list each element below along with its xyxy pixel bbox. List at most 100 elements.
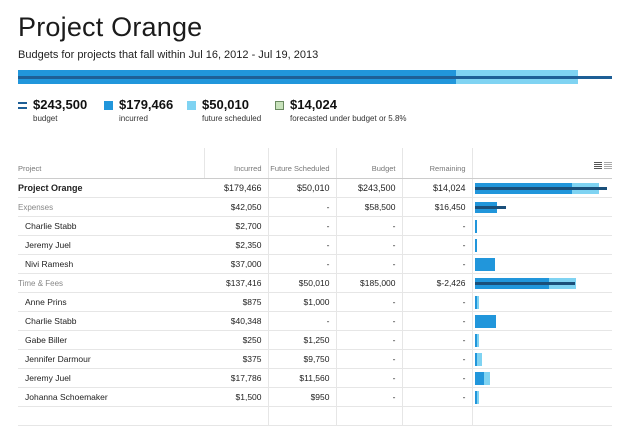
- incurred-swatch-icon: [104, 101, 113, 110]
- table-row[interactable]: Anne Prins $875 $1,000- -: [18, 292, 612, 312]
- row-name: Charlie Stabb: [18, 216, 204, 236]
- row-future: $50,010: [268, 178, 337, 198]
- row-future: $11,560: [268, 368, 337, 388]
- legend-under-budget-value: $14,024: [290, 97, 337, 112]
- row-budget: -: [336, 330, 403, 350]
- summary-bar-budget: [18, 76, 612, 79]
- row-budget: -: [336, 216, 403, 236]
- row-future: $1,250: [268, 330, 337, 350]
- bar-incurred: [474, 295, 477, 309]
- bar-future: [476, 352, 482, 366]
- row-remaining: -: [402, 349, 473, 369]
- budget-swatch-icon: [18, 102, 27, 109]
- bar-incurred: [474, 314, 497, 328]
- list-view-icon[interactable]: [604, 162, 612, 169]
- budget-table: Project Incurred Future Scheduled Budget…: [18, 148, 612, 426]
- legend-future-value: $50,010: [202, 97, 249, 112]
- row-remaining: -: [402, 368, 473, 388]
- under-budget-swatch-icon: [275, 101, 284, 110]
- row-remaining: -: [402, 235, 473, 255]
- row-incurred: $2,700: [204, 216, 269, 236]
- row-budget: $58,500: [336, 197, 403, 217]
- bar-incurred: [474, 219, 477, 233]
- future-swatch-icon: [187, 101, 196, 110]
- row-remaining: $-2,426: [402, 273, 473, 293]
- row-name: Johanna Schoemaker: [18, 387, 204, 407]
- bar-view-icon[interactable]: [594, 162, 602, 169]
- row-remaining: -: [402, 387, 473, 407]
- row-remaining: [402, 406, 473, 426]
- row-name: Gabe Biller: [18, 330, 204, 350]
- view-toggle[interactable]: [592, 162, 612, 172]
- header-project[interactable]: Project: [18, 148, 205, 179]
- legend-incurred-value: $179,466: [119, 97, 174, 112]
- row-bar: [472, 216, 612, 236]
- header-budget[interactable]: Budget: [336, 148, 403, 179]
- summary-bar: [18, 70, 612, 84]
- bar-future: [476, 295, 479, 309]
- bar-future: [476, 390, 479, 404]
- row-bar: [472, 235, 612, 255]
- row-bar: [472, 311, 612, 331]
- table-row[interactable]: Charlie Stabb $40,348- - -: [18, 311, 612, 331]
- row-future: -: [268, 311, 337, 331]
- row-name: Jeremy Juel: [18, 368, 204, 388]
- row-incurred: $179,466: [204, 178, 269, 198]
- row-future: $950: [268, 387, 337, 407]
- table-row[interactable]: Johanna Schoemaker $1,500 $950- -: [18, 387, 612, 407]
- table-row[interactable]: Jennifer Darmour $375 $9,750- -: [18, 349, 612, 369]
- table-row[interactable]: Charlie Stabb $2,700- - -: [18, 216, 612, 236]
- row-name: Jennifer Darmour: [18, 349, 204, 369]
- row-incurred: $2,350: [204, 235, 269, 255]
- row-budget: $243,500: [336, 178, 403, 198]
- row-bar: [472, 330, 612, 350]
- header-incurred[interactable]: Incurred: [204, 148, 269, 179]
- row-bar: [472, 273, 612, 293]
- row-remaining: -: [402, 330, 473, 350]
- row-bar: [472, 254, 612, 274]
- table-row[interactable]: Jeremy Juel $17,786 $11,560- -: [18, 368, 612, 388]
- row-remaining: -: [402, 216, 473, 236]
- bar-budget-line: [474, 282, 575, 285]
- row-budget: -: [336, 349, 403, 369]
- table-row[interactable]: Gabe Biller $250 $1,250- -: [18, 330, 612, 350]
- row-remaining: -: [402, 292, 473, 312]
- table-row[interactable]: Time & Fees $137,416 $50,010 $185,000 $-2,42…: [18, 273, 612, 293]
- table-row[interactable]: [18, 406, 612, 426]
- bar-incurred: [474, 333, 477, 347]
- row-future: -: [268, 216, 337, 236]
- row-incurred: [204, 406, 269, 426]
- row-remaining: $14,024: [402, 178, 473, 198]
- table-header-row: Project Incurred Future Scheduled Budget…: [18, 148, 612, 179]
- table-row[interactable]: Expenses $42,050- $58,500 $16,450: [18, 197, 612, 217]
- row-incurred: $875: [204, 292, 269, 312]
- row-name: Project Orange: [18, 178, 204, 198]
- row-incurred: $37,000: [204, 254, 269, 274]
- row-budget: -: [336, 387, 403, 407]
- row-incurred: $250: [204, 330, 269, 350]
- row-budget: -: [336, 235, 403, 255]
- legend-future-label: future scheduled: [202, 114, 262, 123]
- row-future: -: [268, 235, 337, 255]
- row-bar: [472, 178, 612, 198]
- row-incurred: $17,786: [204, 368, 269, 388]
- table-row[interactable]: Nivi Ramesh $37,000- - -: [18, 254, 612, 274]
- bar-incurred: [474, 352, 477, 366]
- row-incurred: $1,500: [204, 387, 269, 407]
- legend: $243,500 budget $179,466 incurred $50,01…: [18, 97, 618, 130]
- table-row[interactable]: Project Orange $179,466 $50,010 $243,500 $14…: [18, 178, 612, 198]
- row-budget: -: [336, 368, 403, 388]
- row-budget: $185,000: [336, 273, 403, 293]
- row-bar: [472, 349, 612, 369]
- row-bar: [472, 387, 612, 407]
- header-future-scheduled[interactable]: Future Scheduled: [268, 148, 337, 179]
- row-bar: [472, 406, 612, 426]
- table-row[interactable]: Jeremy Juel $2,350- - -: [18, 235, 612, 255]
- bar-budget-line: [474, 187, 607, 190]
- bar-future: [484, 371, 491, 385]
- row-budget: [336, 406, 403, 426]
- header-remaining[interactable]: Remaining: [402, 148, 473, 179]
- row-future: -: [268, 197, 337, 217]
- bar-incurred: [474, 371, 485, 385]
- row-future: [268, 406, 337, 426]
